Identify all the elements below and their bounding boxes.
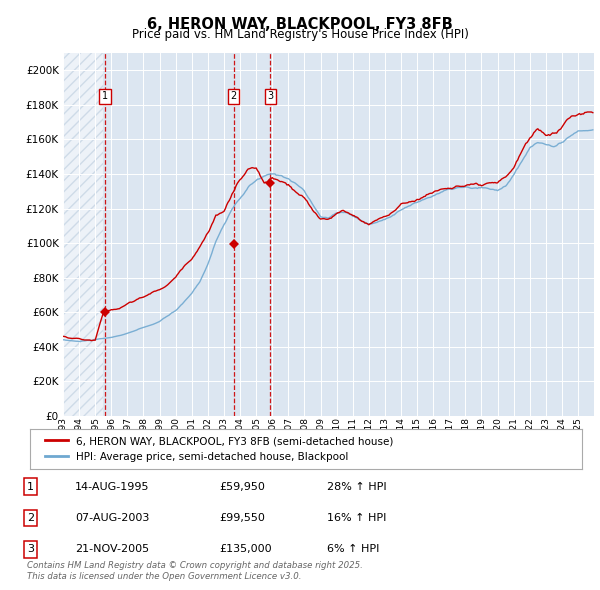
Text: £99,550: £99,550 [219,513,265,523]
Text: 28% ↑ HPI: 28% ↑ HPI [327,482,386,491]
Text: 14-AUG-1995: 14-AUG-1995 [75,482,149,491]
Text: 2: 2 [27,513,34,523]
Text: 6% ↑ HPI: 6% ↑ HPI [327,545,379,554]
Text: £135,000: £135,000 [219,545,272,554]
Text: 21-NOV-2005: 21-NOV-2005 [75,545,149,554]
Text: 3: 3 [268,91,274,101]
Text: Contains HM Land Registry data © Crown copyright and database right 2025.
This d: Contains HM Land Registry data © Crown c… [27,561,363,581]
Text: 1: 1 [27,482,34,491]
Text: Price paid vs. HM Land Registry's House Price Index (HPI): Price paid vs. HM Land Registry's House … [131,28,469,41]
Text: 16% ↑ HPI: 16% ↑ HPI [327,513,386,523]
Text: 07-AUG-2003: 07-AUG-2003 [75,513,149,523]
Text: £59,950: £59,950 [219,482,265,491]
Text: 6, HERON WAY, BLACKPOOL, FY3 8FB: 6, HERON WAY, BLACKPOOL, FY3 8FB [147,17,453,31]
Legend: 6, HERON WAY, BLACKPOOL, FY3 8FB (semi-detached house), HPI: Average price, semi: 6, HERON WAY, BLACKPOOL, FY3 8FB (semi-d… [41,432,398,466]
Text: 3: 3 [27,545,34,554]
Text: 1: 1 [102,91,108,101]
Text: 2: 2 [230,91,237,101]
